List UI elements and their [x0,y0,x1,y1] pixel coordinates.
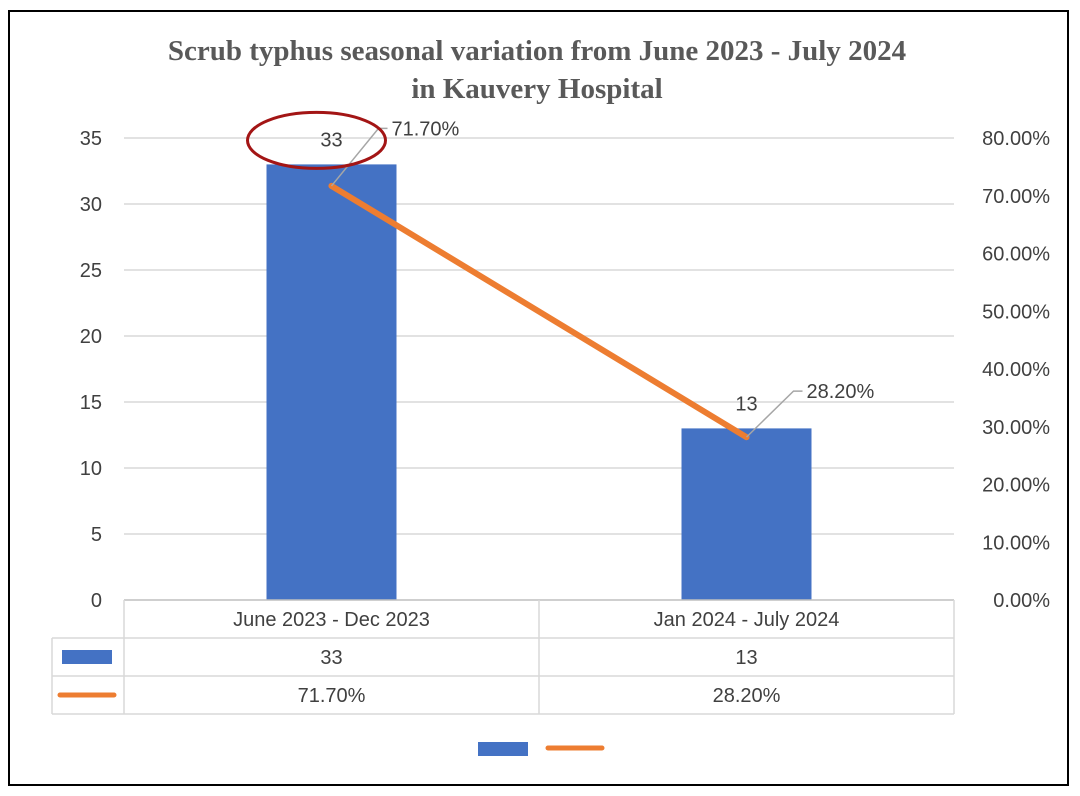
y-axis-left: 0 5 10 15 20 25 30 35 [80,128,102,612]
y-left-tick-label: 5 [91,524,102,546]
y-left-tick-label: 25 [80,260,102,282]
y-left-tick-label: 35 [80,128,102,150]
table-cell: 71.70% [298,685,366,707]
highlight-ellipse [246,110,387,170]
y-left-tick-label: 10 [80,458,102,480]
category-label: Jan 2024 - July 2024 [654,609,840,631]
data-labels: 33 13 71.70% 28.20% [246,110,875,438]
y-left-tick-label: 30 [80,194,102,216]
table-cell: 13 [735,647,757,669]
y-right-tick-label: 30.00% [982,417,1050,439]
chart-title: Scrub typhus seasonal variation from Jun… [168,35,906,67]
leader-line [745,390,803,438]
data-table: June 2023 - Dec 2023 33 71.70% Jan 2024 - J… [51,599,955,715]
y-right-tick-label: 50.00% [982,301,1050,323]
table-key-bar [62,650,112,664]
legend-bar-key [478,742,528,756]
chart-subtitle: in Kauvery Hospital [411,73,662,105]
y-right-tick-label: 40.00% [982,359,1050,381]
table-cell: 28.20% [713,685,781,707]
line-data-label: 71.70% [392,118,460,140]
gridlines [124,137,954,535]
category-label: June 2023 - Dec 2023 [233,609,430,631]
y-left-tick-label: 20 [80,326,102,348]
y-right-tick-label: 20.00% [982,475,1050,497]
bar-data-label: 13 [735,393,757,415]
y-right-tick-label: 10.00% [982,532,1050,554]
table-cell: 33 [320,647,342,669]
y-left-tick-label: 15 [80,392,102,414]
y-right-tick-label: 70.00% [982,186,1050,208]
bar-data-label: 33 [320,129,342,151]
bar [266,164,397,600]
legend [478,742,605,756]
y-left-tick-label: 0 [91,590,102,612]
y-right-tick-label: 60.00% [982,244,1050,266]
line-data-label: 28.20% [807,381,875,403]
y-right-tick-label: 80.00% [982,128,1050,150]
series-line [328,182,750,441]
bar [681,428,812,600]
y-right-tick-label: 0.00% [993,590,1050,612]
bar-series [266,164,812,600]
y-axis-right: 0.00% 10.00% 20.00% 30.00% 40.00% 50.00% 60.00… [982,128,1050,612]
